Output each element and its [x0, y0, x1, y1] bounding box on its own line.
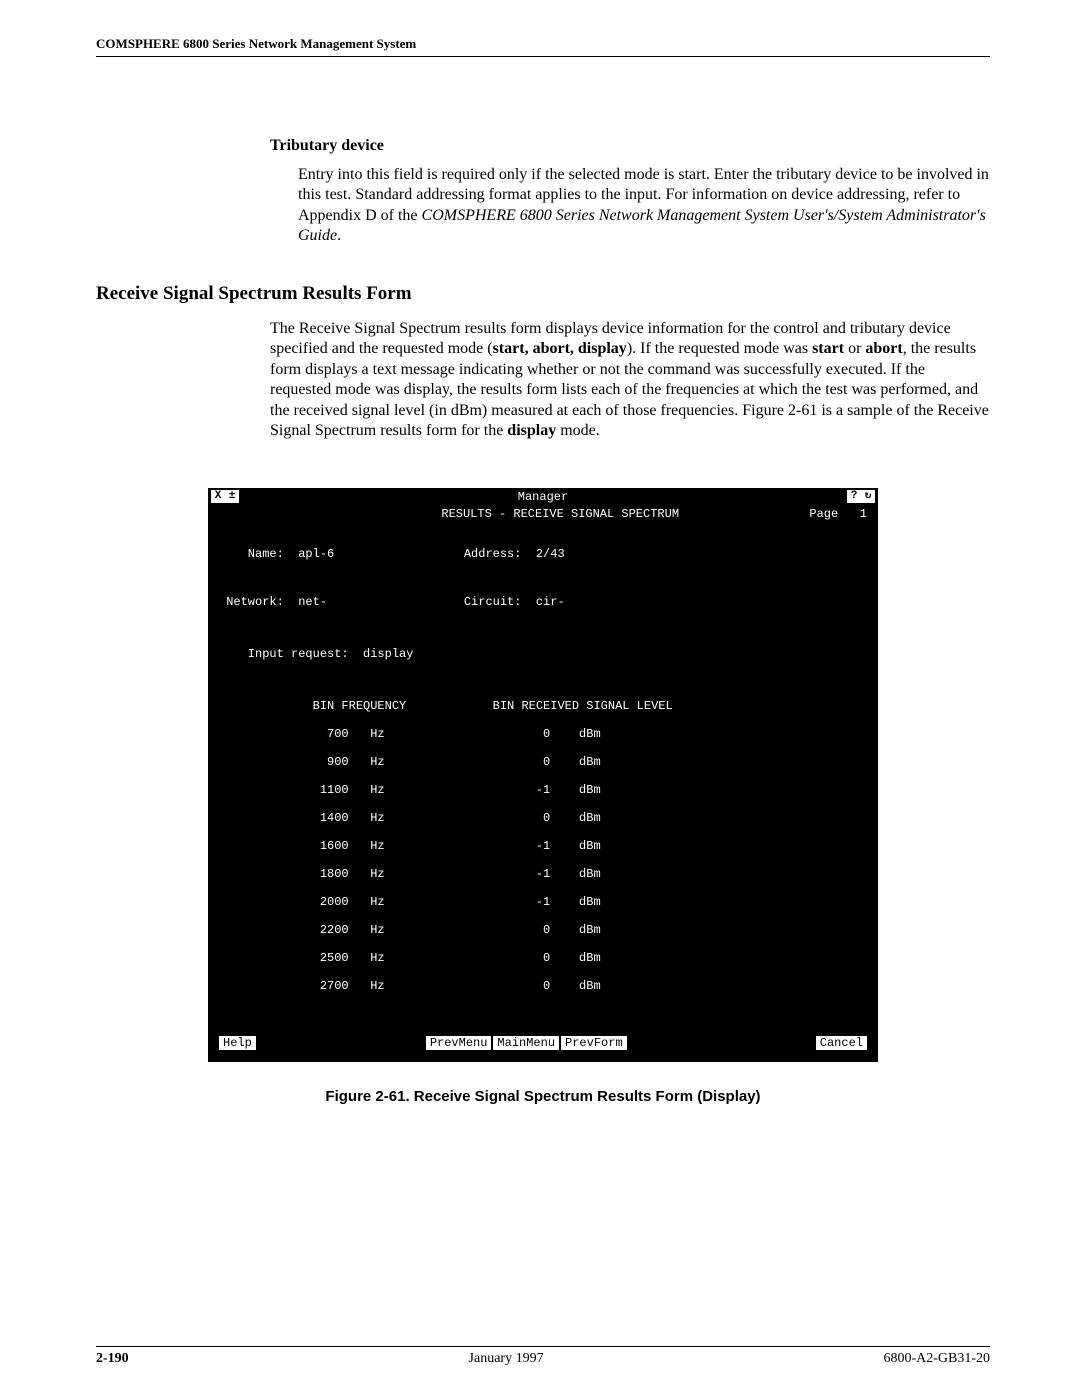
- tributary-paragraph: Entry into this field is required only i…: [298, 165, 990, 247]
- data-row: 2500 Hz 0 dBm: [219, 951, 867, 965]
- para-bold4: display: [507, 422, 556, 439]
- help-icon[interactable]: ?: [847, 490, 861, 503]
- data-row: 1400 Hz 0 dBm: [219, 811, 867, 825]
- footer-docnum: 6800-A2-GB31-20: [883, 1351, 990, 1367]
- terminal-title: Manager: [209, 490, 877, 504]
- line-network: Network: net- Circuit: cir-: [219, 595, 867, 609]
- terminal-page-label: Page 1: [809, 507, 867, 521]
- running-header: COMSPHERE 6800 Series Network Management…: [96, 36, 990, 57]
- footer-date: January 1997: [469, 1351, 544, 1367]
- terminal-body: Name: apl-6 Address: 2/43 Network: net- …: [219, 533, 867, 1021]
- footer-page-number: 2-190: [96, 1351, 129, 1367]
- para-bold1: start, abort, display: [493, 340, 627, 357]
- para-seg5: mode.: [556, 422, 600, 439]
- data-row: 1100 Hz -1 dBm: [219, 783, 867, 797]
- para-bold3: abort: [865, 340, 902, 357]
- para-bold2: start: [812, 340, 844, 357]
- line-name: Name: apl-6 Address: 2/43: [219, 547, 867, 561]
- data-row: 700 Hz 0 dBm: [219, 727, 867, 741]
- terminal-subtitle: RESULTS - RECEIVE SIGNAL SPECTRUM: [219, 507, 809, 521]
- terminal-titlebar: X ± Manager ? ↻: [209, 489, 877, 505]
- prevmenu-button[interactable]: PrevMenu: [426, 1036, 492, 1050]
- help-button[interactable]: Help: [219, 1036, 256, 1050]
- cancel-button[interactable]: Cancel: [816, 1036, 867, 1050]
- column-headers: BIN FREQUENCY BIN RECEIVED SIGNAL LEVEL: [219, 699, 867, 713]
- prevform-button[interactable]: PrevForm: [561, 1036, 627, 1050]
- section-paragraph: The Receive Signal Spectrum results form…: [270, 319, 990, 442]
- data-row: 900 Hz 0 dBm: [219, 755, 867, 769]
- refresh-icon[interactable]: ↻: [861, 490, 875, 503]
- mainmenu-button[interactable]: MainMenu: [493, 1036, 559, 1050]
- data-row: 2000 Hz -1 dBm: [219, 895, 867, 909]
- data-row: 2200 Hz 0 dBm: [219, 923, 867, 937]
- data-row: 2700 Hz 0 dBm: [219, 979, 867, 993]
- para-seg2: ). If the requested mode was: [627, 340, 812, 357]
- figure-caption: Figure 2-61. Receive Signal Spectrum Res…: [96, 1088, 990, 1105]
- data-row: 1800 Hz -1 dBm: [219, 867, 867, 881]
- page-footer: 2-190 January 1997 6800-A2-GB31-20: [96, 1346, 990, 1367]
- terminal-window: X ± Manager ? ↻ RESULTS - RECEIVE SIGNAL…: [208, 488, 878, 1062]
- section-heading: Receive Signal Spectrum Results Form: [96, 283, 990, 305]
- terminal-button-bar: Help PrevMenu MainMenu PrevForm Cancel: [219, 1035, 867, 1051]
- line-input-request: Input request: display: [219, 647, 867, 661]
- tributary-text-post: .: [337, 227, 341, 244]
- tributary-heading: Tributary device: [270, 137, 990, 155]
- data-row: 1600 Hz -1 dBm: [219, 839, 867, 853]
- para-seg3: or: [844, 340, 865, 357]
